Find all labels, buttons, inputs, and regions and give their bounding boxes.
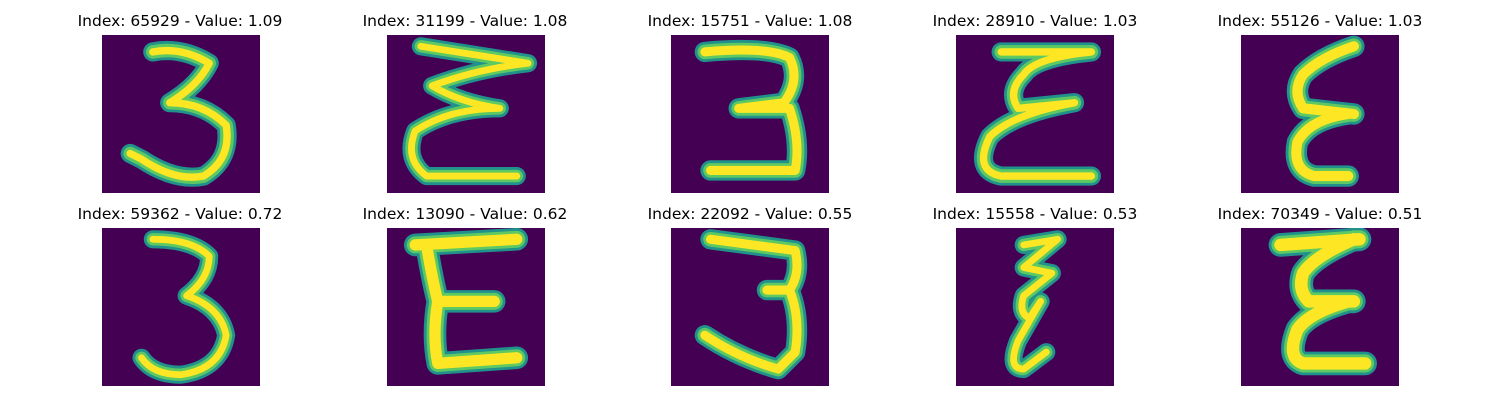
panel-title: Index: 15751 - Value: 1.08 (647, 12, 853, 30)
digit-image (1241, 35, 1399, 193)
digit-image (956, 35, 1114, 193)
panel-title: Index: 70349 - Value: 0.51 (1217, 205, 1423, 223)
panel-title: Index: 15558 - Value: 0.53 (932, 205, 1138, 223)
digit-image (671, 35, 829, 193)
digit-image (387, 228, 545, 386)
digit-image (387, 35, 545, 193)
panel-title: Index: 22092 - Value: 0.55 (647, 205, 853, 223)
panel-title: Index: 28910 - Value: 1.03 (932, 12, 1138, 30)
digit-image (102, 228, 260, 386)
panel-title: Index: 31199 - Value: 1.08 (362, 12, 568, 30)
digit-image (102, 35, 260, 193)
digit-image (1241, 228, 1399, 386)
digit-image (956, 228, 1114, 386)
panel-title: Index: 59362 - Value: 0.72 (77, 205, 283, 223)
panel-title: Index: 65929 - Value: 1.09 (77, 12, 283, 30)
digit-image (671, 228, 829, 386)
panel-title: Index: 55126 - Value: 1.03 (1217, 12, 1423, 30)
panel-title: Index: 13090 - Value: 0.62 (362, 205, 568, 223)
